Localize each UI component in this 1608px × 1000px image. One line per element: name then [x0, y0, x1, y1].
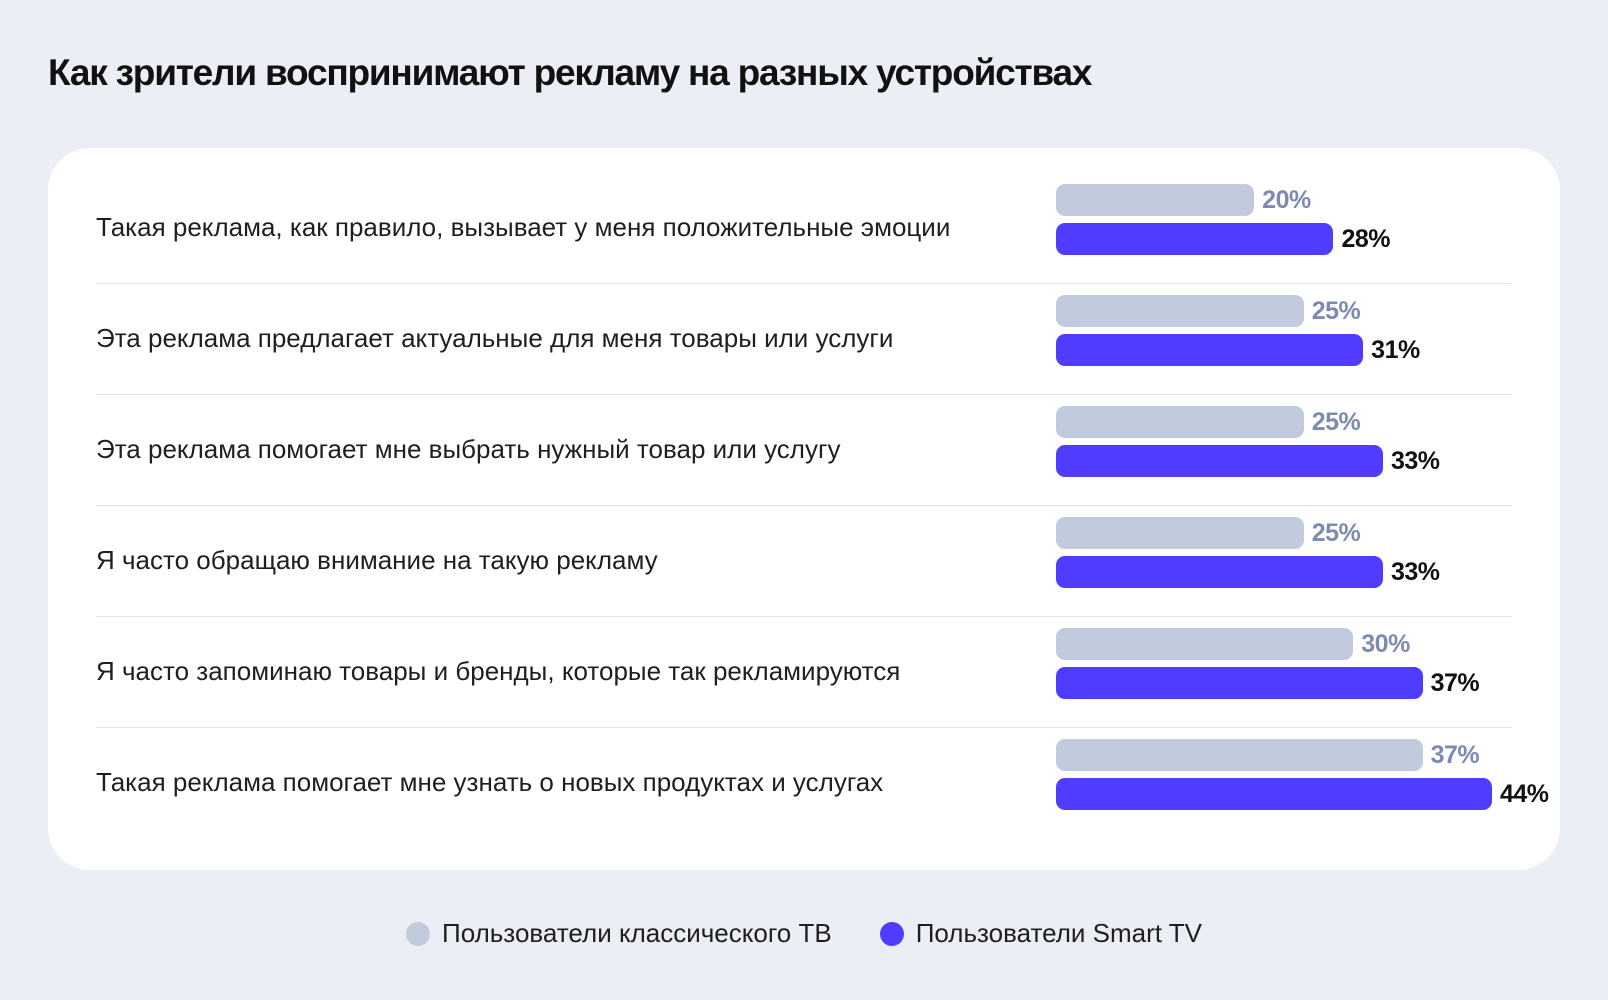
- chart-row: Я часто обращаю внимание на такую реклам…: [96, 503, 1512, 617]
- bar-classic: [1056, 406, 1304, 438]
- chart-row: Эта реклама предлагает актуальные для ме…: [96, 281, 1512, 395]
- category-label: Я часто запоминаю товары и бренды, котор…: [96, 656, 901, 686]
- legend: Пользователи классического ТВ Пользовате…: [0, 918, 1608, 949]
- bar-classic: [1056, 517, 1304, 549]
- category-label: Такая реклама, как правило, вызывает у м…: [96, 212, 951, 242]
- chart-row: Такая реклама помогает мне узнать о новы…: [96, 725, 1549, 839]
- row-divider: [96, 283, 1512, 284]
- bar-smart: [1056, 556, 1383, 588]
- chart-row: Эта реклама помогает мне выбрать нужный …: [96, 392, 1512, 506]
- value-label-smart: 33%: [1391, 447, 1440, 475]
- bar-smart: [1056, 667, 1423, 699]
- row-divider: [96, 394, 1512, 395]
- bar-smart: [1056, 778, 1492, 810]
- value-label-classic: 20%: [1262, 186, 1311, 214]
- row-divider: [96, 505, 1512, 506]
- value-label-classic: 25%: [1311, 408, 1361, 436]
- legend-label-classic: Пользователи классического ТВ: [442, 918, 832, 948]
- value-label-classic: 25%: [1311, 519, 1361, 547]
- chart-row: Такая реклама, как правило, вызывает у м…: [96, 170, 1512, 284]
- legend-item-classic: Пользователи классического ТВ: [406, 918, 832, 949]
- row-divider: [96, 727, 1512, 728]
- bar-classic: [1056, 295, 1304, 327]
- value-label-smart: 37%: [1430, 669, 1480, 697]
- bar-smart: [1056, 334, 1364, 366]
- category-label: Я часто обращаю внимание на такую реклам…: [96, 545, 658, 575]
- value-label-smart: 31%: [1371, 336, 1420, 364]
- value-label-classic: 37%: [1430, 741, 1480, 769]
- legend-dot-classic-icon: [406, 921, 431, 946]
- value-label-classic: 25%: [1311, 297, 1361, 325]
- bar-smart: [1056, 445, 1383, 477]
- category-label: Эта реклама помогает мне выбрать нужный …: [96, 434, 841, 464]
- bar-smart: [1056, 223, 1334, 255]
- value-label-smart: 33%: [1391, 558, 1440, 586]
- bar-classic: [1056, 628, 1354, 660]
- bar-group: 30% 37%: [1056, 614, 1512, 728]
- value-label-smart: 28%: [1341, 225, 1390, 253]
- bar-group: 37% 44%: [1056, 725, 1549, 839]
- chart-title: Как зрители воспринимают рекламу на разн…: [48, 52, 1092, 93]
- value-label-classic: 30%: [1361, 630, 1410, 658]
- legend-label-smart: Пользователи Smart TV: [915, 918, 1202, 948]
- bar-classic: [1056, 739, 1423, 771]
- row-divider: [96, 616, 1512, 617]
- legend-item-smart: Пользователи Smart TV: [879, 918, 1202, 949]
- bar-classic: [1056, 184, 1255, 216]
- category-label: Такая реклама помогает мне узнать о новы…: [96, 767, 884, 797]
- chart-row: Я часто запоминаю товары и бренды, котор…: [96, 614, 1512, 728]
- category-label: Эта реклама предлагает актуальные для ме…: [96, 323, 894, 353]
- chart-card: Такая реклама, как правило, вызывает у м…: [48, 148, 1560, 870]
- bar-group: 20% 28%: [1056, 170, 1512, 284]
- bar-group: 25% 31%: [1056, 281, 1512, 395]
- legend-dot-smart-icon: [879, 921, 904, 946]
- bar-group: 25% 33%: [1056, 503, 1512, 617]
- bar-group: 25% 33%: [1056, 392, 1512, 506]
- value-label-smart: 44%: [1500, 780, 1549, 808]
